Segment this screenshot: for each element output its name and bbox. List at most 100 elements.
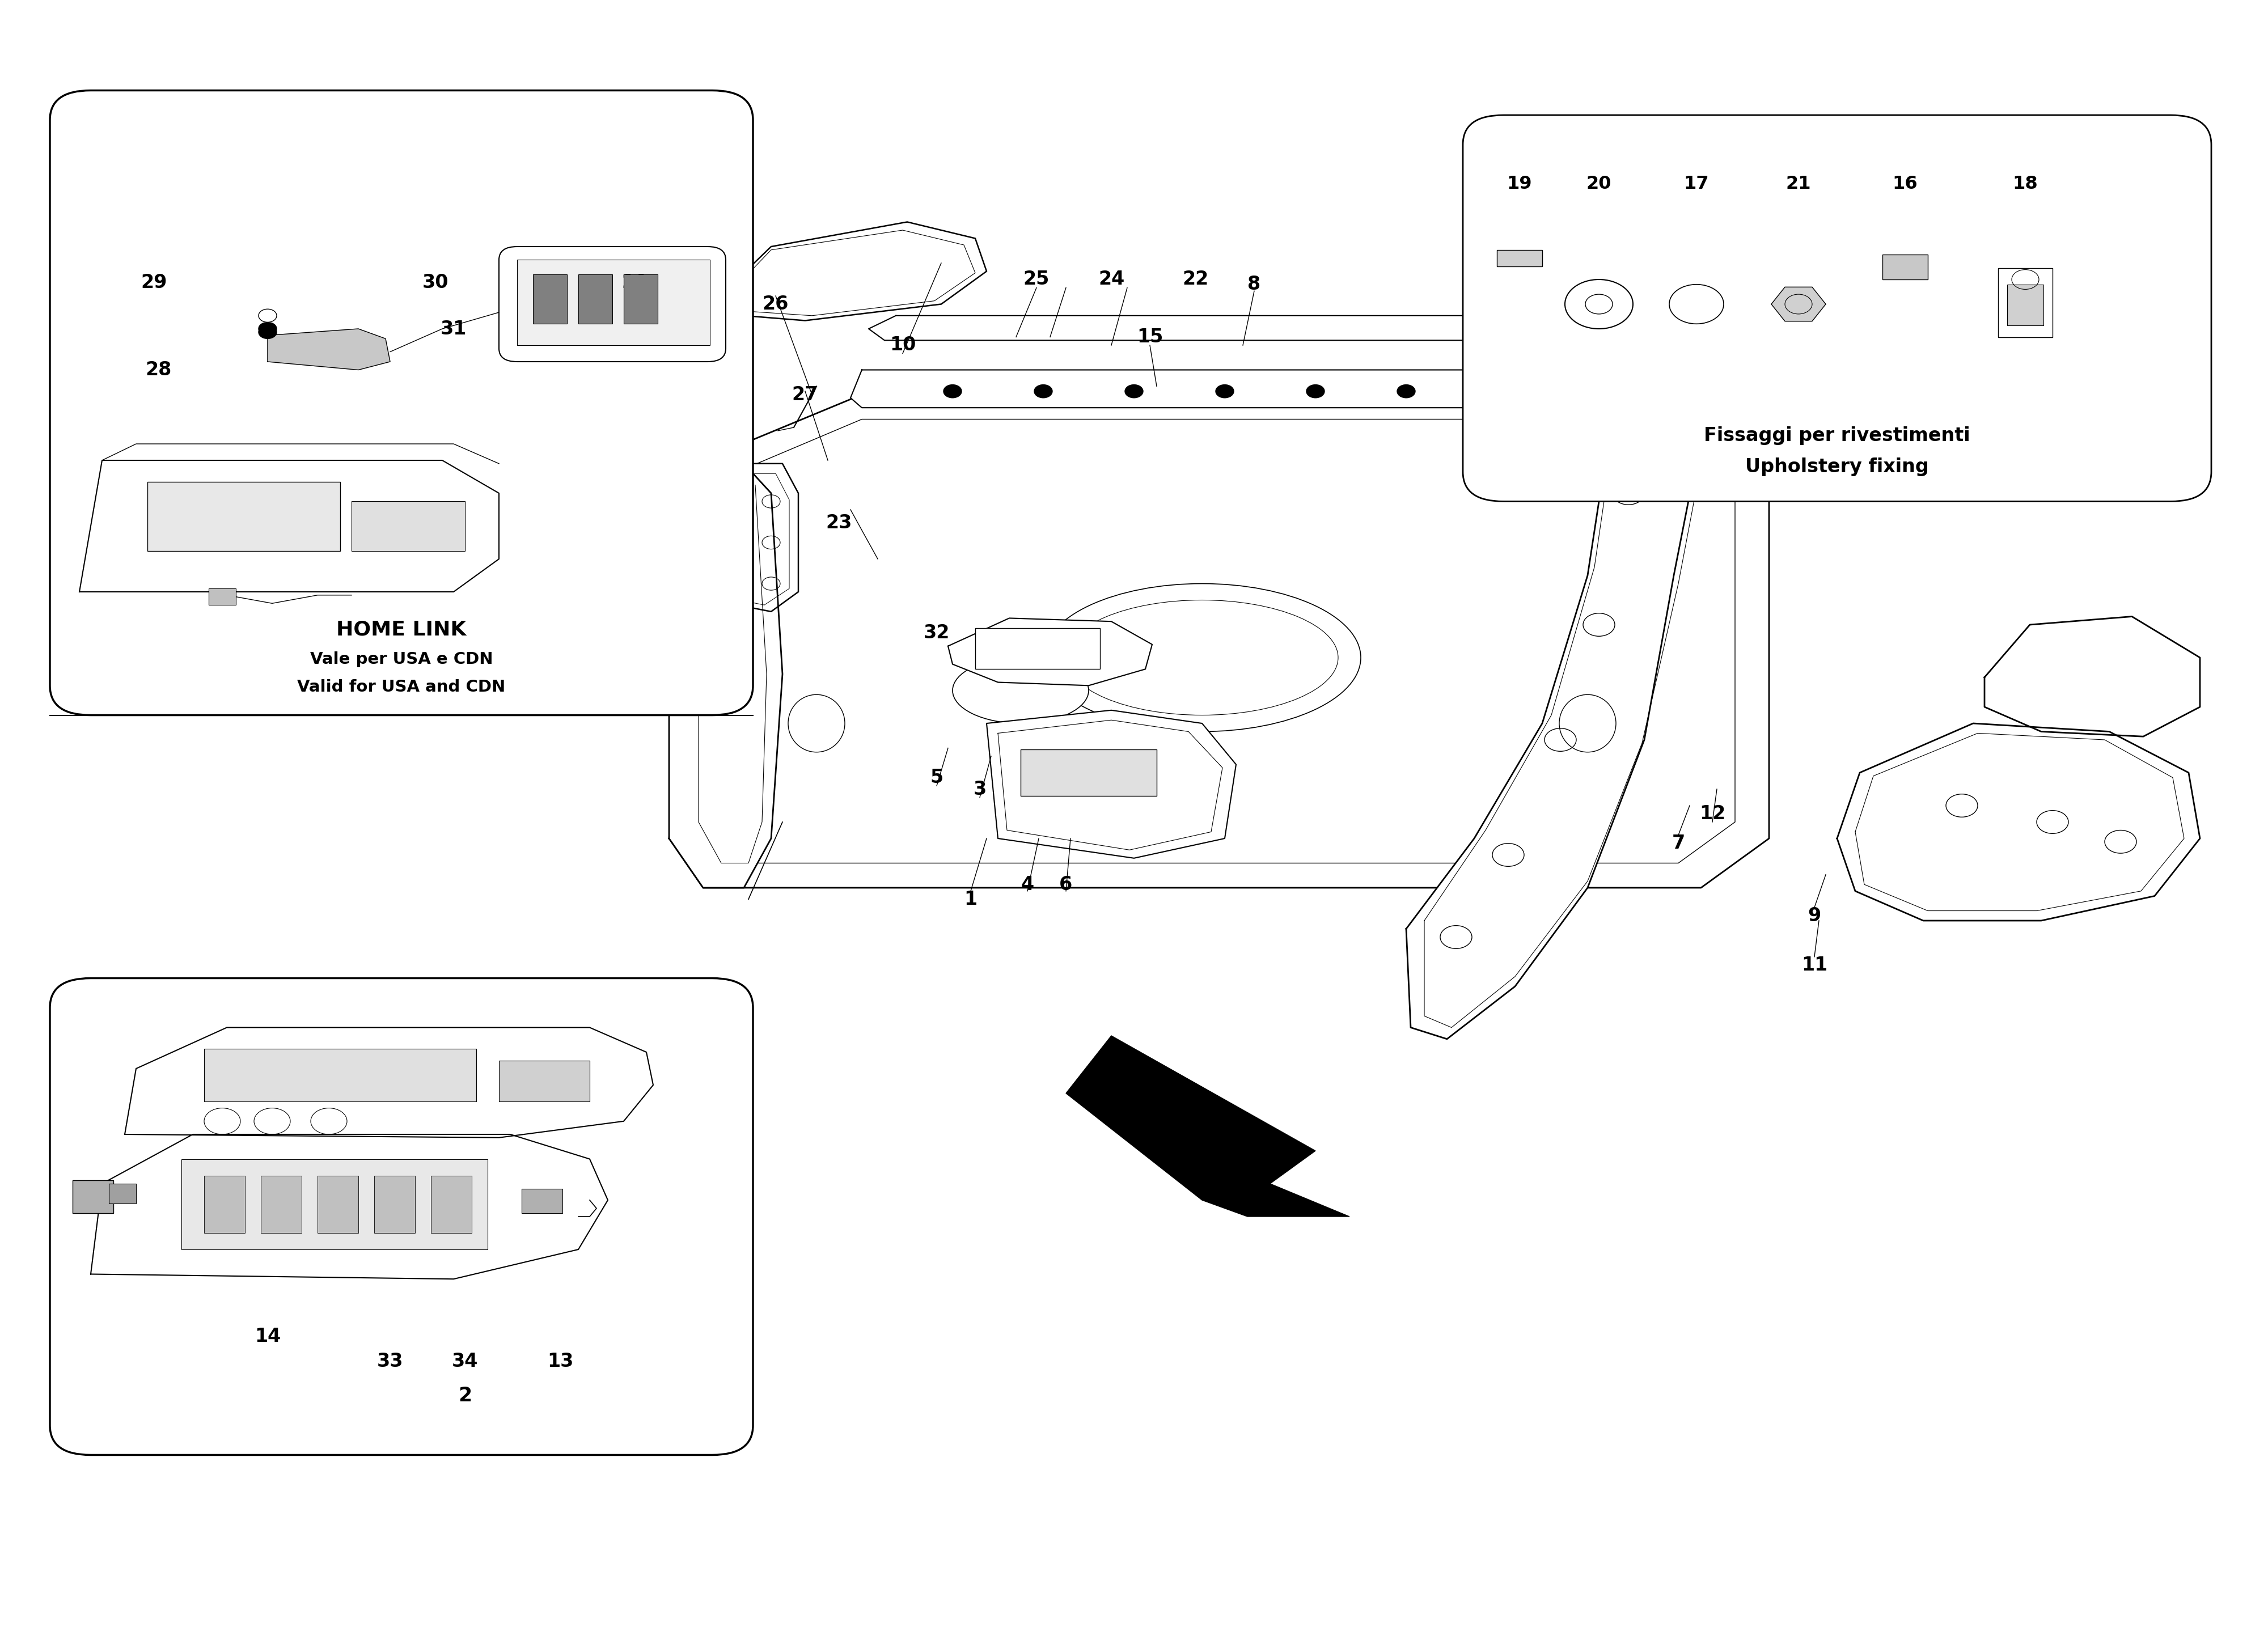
Bar <box>2007 284 2043 326</box>
Text: 31: 31 <box>440 319 467 339</box>
Text: Vale per USA e CDN: Vale per USA e CDN <box>311 651 492 667</box>
Ellipse shape <box>1043 584 1361 732</box>
Text: 17: 17 <box>1683 176 1710 192</box>
Polygon shape <box>1984 616 2200 737</box>
Text: 19: 19 <box>1506 176 1533 192</box>
Text: 11: 11 <box>1801 955 1828 975</box>
Text: 18: 18 <box>2012 176 2039 192</box>
Circle shape <box>1579 385 1597 398</box>
Text: 22: 22 <box>1182 270 1209 289</box>
Bar <box>975 628 1100 669</box>
Circle shape <box>1306 385 1325 398</box>
Polygon shape <box>125 1028 653 1138</box>
Polygon shape <box>669 395 1769 888</box>
Ellipse shape <box>1066 600 1338 715</box>
Polygon shape <box>1837 723 2200 921</box>
FancyBboxPatch shape <box>50 978 753 1455</box>
Polygon shape <box>730 464 798 612</box>
Bar <box>147 482 340 551</box>
Circle shape <box>259 326 277 339</box>
Circle shape <box>1397 385 1415 398</box>
Polygon shape <box>669 444 782 888</box>
Polygon shape <box>268 329 390 370</box>
Bar <box>204 1049 476 1101</box>
Bar <box>352 501 465 551</box>
Bar <box>578 275 612 324</box>
Polygon shape <box>79 460 499 592</box>
Text: 24: 24 <box>1098 270 1125 289</box>
Ellipse shape <box>1560 694 1615 753</box>
Text: 26: 26 <box>762 294 789 314</box>
Polygon shape <box>987 710 1236 858</box>
Text: 23: 23 <box>826 513 853 533</box>
Text: Upholstery fixing: Upholstery fixing <box>1746 457 1928 477</box>
Text: 25: 25 <box>1023 270 1050 289</box>
Text: 15: 15 <box>1136 327 1163 347</box>
Text: 29: 29 <box>141 273 168 293</box>
Text: 27: 27 <box>792 385 819 404</box>
Text: 7: 7 <box>1672 834 1685 853</box>
Text: 8: 8 <box>1247 275 1261 294</box>
Text: 3: 3 <box>973 779 987 799</box>
Bar <box>533 275 567 324</box>
Circle shape <box>259 309 277 322</box>
Circle shape <box>1488 385 1506 398</box>
Polygon shape <box>1066 1036 1349 1217</box>
Bar <box>374 1175 415 1233</box>
Text: 9: 9 <box>1808 906 1821 926</box>
Text: 30: 30 <box>422 273 449 293</box>
Text: 13: 13 <box>547 1351 574 1371</box>
Bar <box>261 1175 302 1233</box>
Bar <box>209 589 236 605</box>
Bar <box>1021 750 1157 796</box>
Polygon shape <box>1406 395 1724 1039</box>
Polygon shape <box>91 1134 608 1279</box>
Bar <box>517 260 710 345</box>
Text: 6: 6 <box>1059 875 1073 894</box>
Bar <box>1497 250 1542 266</box>
Text: 21: 21 <box>1785 176 1812 192</box>
Bar <box>499 1060 590 1101</box>
Bar <box>1998 268 2053 337</box>
Bar <box>181 1159 488 1249</box>
Text: 28: 28 <box>621 273 649 293</box>
Bar <box>1882 255 1928 279</box>
Bar <box>522 1189 562 1213</box>
Circle shape <box>1125 385 1143 398</box>
Circle shape <box>1216 385 1234 398</box>
Text: 4: 4 <box>1021 875 1034 894</box>
Text: 32: 32 <box>923 623 950 643</box>
Ellipse shape <box>789 694 844 753</box>
Bar <box>431 1175 472 1233</box>
Bar <box>204 1175 245 1233</box>
FancyBboxPatch shape <box>1463 115 2211 501</box>
FancyBboxPatch shape <box>499 247 726 362</box>
Polygon shape <box>1771 288 1826 321</box>
Text: 12: 12 <box>1699 804 1726 824</box>
Text: 28: 28 <box>145 360 172 380</box>
Text: 33: 33 <box>376 1351 404 1371</box>
Polygon shape <box>850 370 1746 408</box>
Text: Fissaggi per rivestimenti: Fissaggi per rivestimenti <box>1703 426 1971 446</box>
Polygon shape <box>948 618 1152 686</box>
Text: Valid for USA and CDN: Valid for USA and CDN <box>297 679 506 695</box>
Text: 10: 10 <box>889 335 916 355</box>
Ellipse shape <box>953 658 1089 723</box>
Text: 20: 20 <box>1585 176 1613 192</box>
Text: HOME LINK: HOME LINK <box>336 620 467 640</box>
Circle shape <box>943 385 962 398</box>
Bar <box>73 1180 113 1213</box>
Text: 5: 5 <box>930 768 943 787</box>
FancyBboxPatch shape <box>50 90 753 715</box>
Polygon shape <box>869 316 1678 340</box>
Polygon shape <box>703 222 987 321</box>
Bar <box>318 1175 358 1233</box>
Text: 16: 16 <box>1892 176 1919 192</box>
Text: 2: 2 <box>458 1386 472 1406</box>
Text: 34: 34 <box>451 1351 479 1371</box>
Circle shape <box>259 322 277 335</box>
Circle shape <box>1034 385 1052 398</box>
Text: 1: 1 <box>964 889 978 909</box>
Circle shape <box>1669 385 1687 398</box>
Bar <box>624 275 658 324</box>
